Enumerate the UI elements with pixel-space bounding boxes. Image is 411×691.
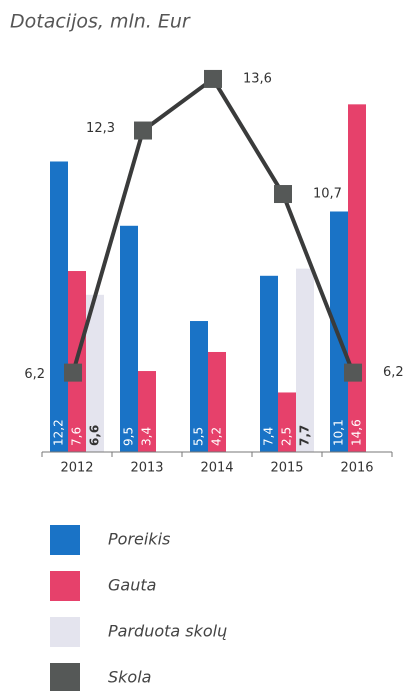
- legend-label: Poreikis: [108, 530, 170, 549]
- bar-value-label: 12,2: [52, 419, 66, 446]
- bar: [86, 294, 104, 452]
- bar: [278, 392, 296, 452]
- line-value-label: 6,2: [383, 365, 404, 380]
- legend-swatch: [50, 617, 80, 647]
- x-tick-label: 2012: [60, 461, 93, 476]
- legend-label: Parduota skolų: [108, 622, 227, 641]
- line-marker: [64, 363, 82, 382]
- bar: [260, 275, 278, 452]
- chart-title: Dotacijos, mln. Eur: [10, 11, 191, 33]
- legend-swatch: [50, 525, 80, 555]
- bar: [208, 351, 226, 452]
- bar: [138, 371, 156, 452]
- bar: [348, 104, 366, 453]
- bar-value-label: 7,4: [262, 427, 276, 446]
- bar: [120, 225, 138, 452]
- bar: [50, 161, 68, 453]
- x-tick-label: 2015: [270, 461, 303, 476]
- bar-value-label: 10,1: [332, 419, 346, 446]
- bar-value-label: 9,5: [122, 427, 136, 446]
- line-marker: [134, 121, 152, 140]
- bar-value-label: 2,5: [280, 427, 294, 446]
- line-marker: [344, 363, 362, 382]
- x-tick-label: 2013: [130, 461, 163, 476]
- bar-value-label: 7,7: [298, 425, 312, 446]
- bar-value-label: 5,5: [192, 427, 206, 446]
- line-marker: [274, 185, 292, 204]
- bar: [190, 321, 208, 452]
- legend-label: Skola: [108, 668, 151, 687]
- legend-swatch: [50, 663, 80, 691]
- bar-value-label: 14,6: [350, 419, 364, 446]
- legend-swatch: [50, 571, 80, 601]
- bar: [296, 268, 314, 452]
- line-value-label: 10,7: [313, 187, 342, 202]
- x-tick-label: 2016: [340, 461, 373, 476]
- bar-value-label: 4,2: [210, 427, 224, 446]
- line-value-label: 12,3: [86, 121, 115, 136]
- x-tick-label: 2014: [200, 461, 233, 476]
- bar-value-label: 7,6: [70, 427, 84, 446]
- line-value-label: 6,2: [24, 367, 45, 382]
- bar-value-label: 6,6: [88, 425, 102, 446]
- bar-value-label: 3,4: [140, 427, 154, 446]
- line-value-label: 13,6: [243, 71, 272, 86]
- line-marker: [204, 69, 222, 88]
- legend-label: Gauta: [108, 576, 156, 595]
